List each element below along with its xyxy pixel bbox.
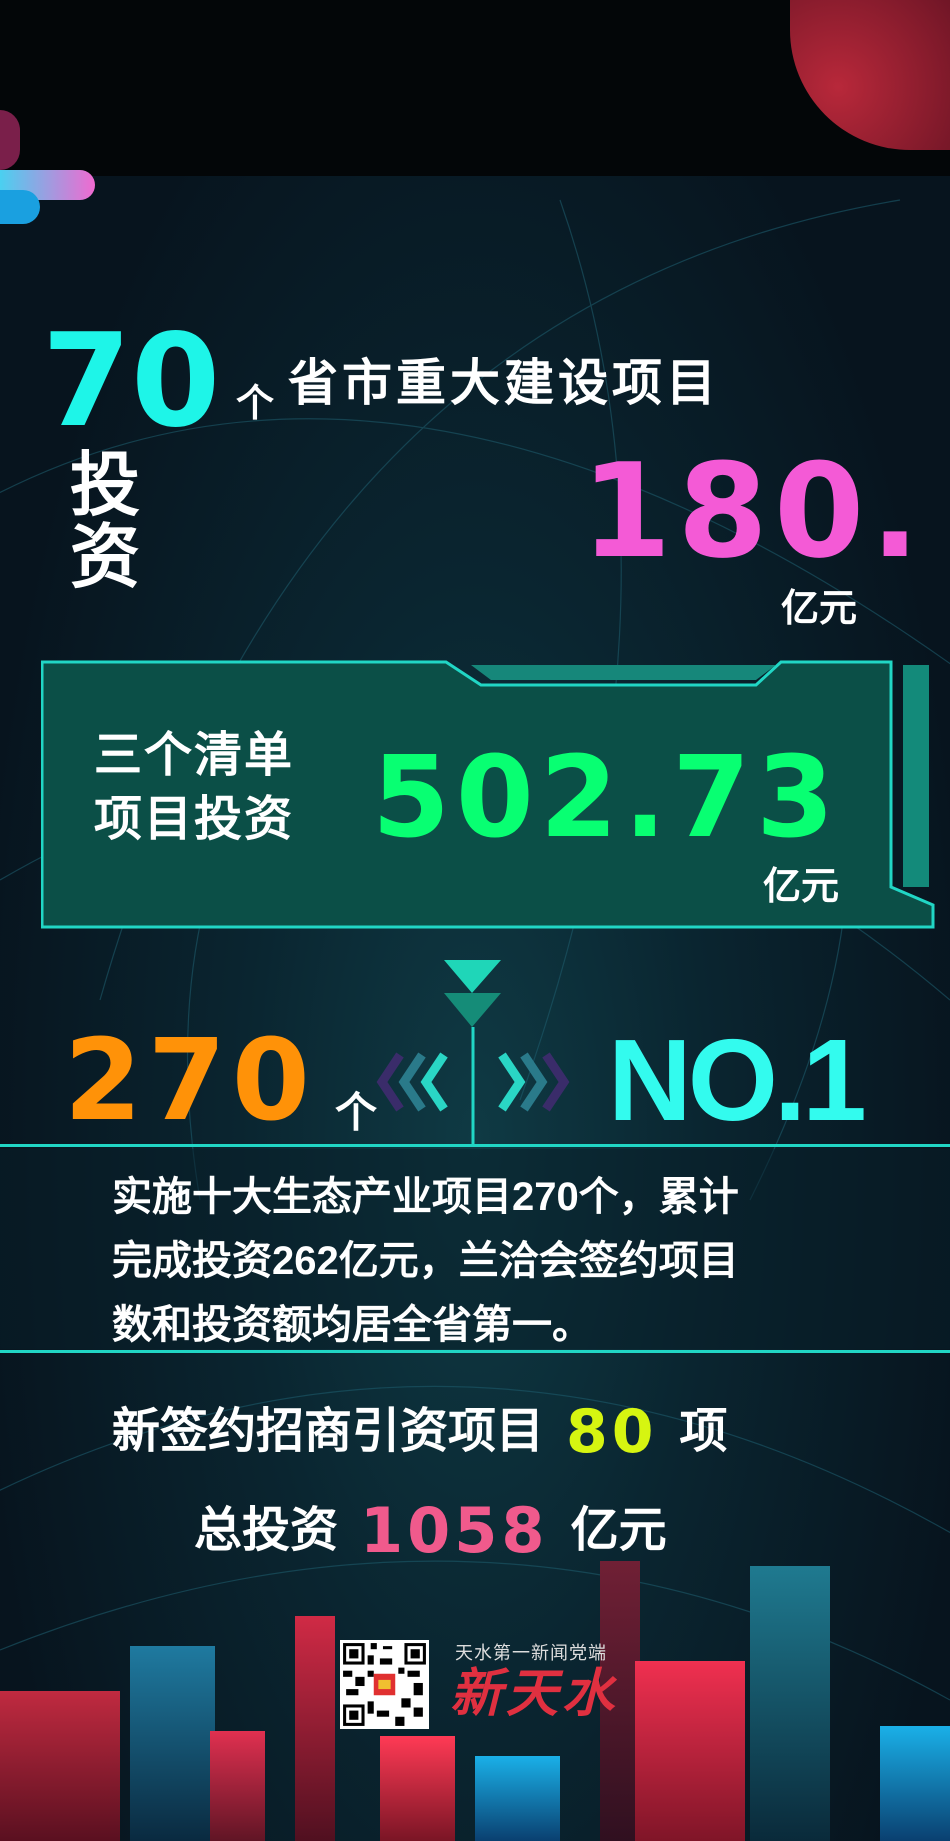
invest-label-2: 资 xyxy=(70,518,140,596)
new-projects-line: 新签约招商引资项目 80 项 xyxy=(112,1402,728,1462)
list-label-1: 三个清单 xyxy=(94,729,295,782)
total-invest-value: 1058 xyxy=(360,1494,549,1567)
project-count: 70 xyxy=(42,307,221,456)
triangle-icon xyxy=(444,993,501,1027)
total-invest-line: 总投资 1058 亿元 xyxy=(194,1500,667,1562)
description-panel xyxy=(0,1149,950,1349)
invest-amount-unit: 亿元 xyxy=(781,588,858,630)
project-count-unit: 个 xyxy=(236,383,275,425)
section1-title: 省市重大建设项目 xyxy=(288,355,720,411)
description: 实施十大生态产业项目270个，累计 完成投资262亿元，兰洽会签约项目 数和投资… xyxy=(112,1165,739,1357)
description-line: 实施十大生态产业项目270个，累计 xyxy=(112,1175,739,1219)
description-line: 数和投资额均居全省第一。 xyxy=(112,1303,592,1347)
divider-line xyxy=(0,1350,950,1353)
new-projects-unit: 项 xyxy=(679,1405,728,1458)
footer-slogan: 天水第一新闻党端 xyxy=(455,1643,607,1664)
invest-label-1: 投 xyxy=(70,446,140,524)
teal-frame xyxy=(41,660,935,929)
new-projects-value: 80 xyxy=(566,1397,658,1467)
total-invest-label: 总投资 xyxy=(194,1504,339,1557)
qr-code-icon[interactable] xyxy=(340,1640,429,1729)
eco-project-count-unit: 个 xyxy=(335,1089,378,1136)
divider-line xyxy=(0,1144,950,1147)
decor-circle xyxy=(0,110,20,170)
list-amount-unit: 亿元 xyxy=(763,866,840,908)
list-amount: 502.73 xyxy=(372,733,841,863)
total-invest-unit: 亿元 xyxy=(570,1504,667,1557)
description-line: 完成投资262亿元，兰洽会签约项目 xyxy=(112,1239,739,1283)
divider-graphic xyxy=(376,960,570,1147)
triangle-icon xyxy=(444,960,501,993)
eco-project-count: 270 xyxy=(64,1016,316,1146)
new-projects-label: 新签约招商引资项目 xyxy=(112,1405,545,1458)
decor-pill xyxy=(0,190,40,224)
list-label-2: 项目投资 xyxy=(94,793,295,846)
rank-badge: NO.1 xyxy=(608,1015,867,1145)
brand-logo: 新天水 xyxy=(450,1663,619,1724)
invest-amount: 180. xyxy=(581,435,926,587)
